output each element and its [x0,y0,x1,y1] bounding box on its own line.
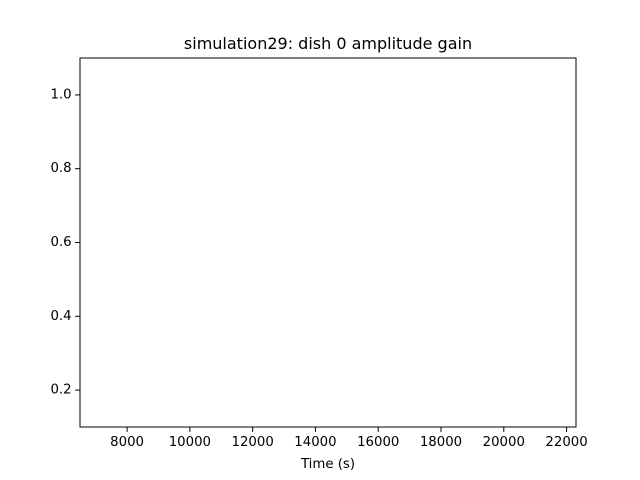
x-tick-label: 16000 [357,435,399,450]
x-axis-label: Time (s) [300,457,355,472]
x-tick-label: 12000 [232,435,274,450]
chart-title: simulation29: dish 0 amplitude gain [184,34,472,53]
x-tick-label: 20000 [483,435,525,450]
x-tick-label: 10000 [169,435,211,450]
x-tick-label: 8000 [110,435,144,450]
y-tick-label: 0.6 [50,235,71,250]
y-tick-label: 0.4 [50,309,71,324]
x-tick-label: 18000 [420,435,462,450]
y-tick-label: 0.8 [50,161,71,176]
y-axis-ticks: 0.2 0.4 0.6 0.8 1.0 [50,87,80,398]
x-tick-label: 22000 [545,435,587,450]
y-tick-label: 0.2 [50,383,71,398]
x-axis-ticks: 8000 10000 12000 14000 16000 18000 20000 22000 [110,427,588,450]
x-tick-label: 14000 [294,435,336,450]
plot-area-frame [79,57,577,428]
y-tick-label: 1.0 [50,87,71,102]
